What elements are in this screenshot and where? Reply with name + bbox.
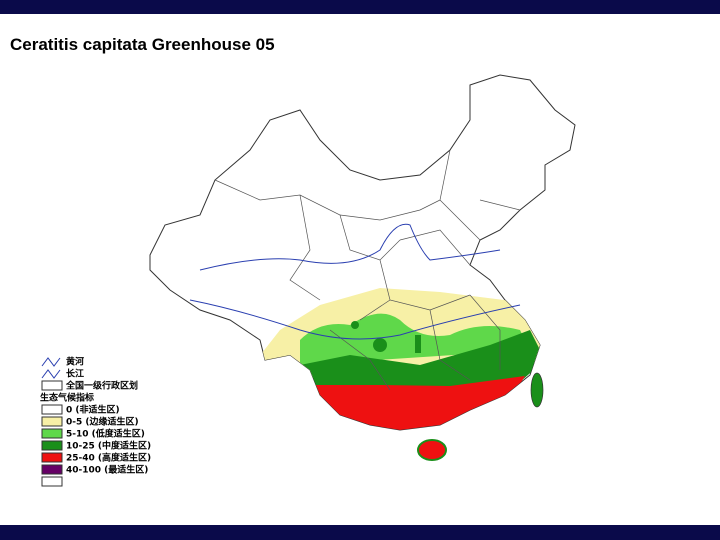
legend-swatch [41,380,63,391]
legend-label: 0 (非适生区) [66,404,120,416]
legend-label: 40-100 (最适生区) [66,464,148,476]
zone-spot [415,335,421,353]
hainan [417,439,447,461]
top-bar [0,0,720,14]
legend-swatch [41,476,63,487]
zone-spot [351,321,359,329]
legend-swatch [41,440,63,451]
legend-label: 全国一级行政区划 [65,380,138,392]
legend-label: 长江 [66,368,84,380]
zone-high [305,376,525,430]
legend-swatch [41,452,63,463]
legend-swatch [41,416,63,427]
legend-label: 25-40 (高度适生区) [66,452,151,464]
legend-river-symbol [41,357,61,367]
legend-river-symbol [41,369,61,379]
legend-label: 黄河 [66,356,84,368]
legend-label: 10-25 (中度适生区) [66,440,151,452]
legend-swatch [41,404,63,415]
legend-label: 0-5 (边缘适生区) [66,416,139,428]
legend: 黄河 长江 全国一级行政区划 生态气候指标 0 (非适生区) 0-5 (边缘适生… [40,356,151,487]
zone-spot [373,338,387,352]
map [149,74,576,461]
title: Ceratitis capitata Greenhouse 05 [10,35,275,54]
zone-moderate [300,330,545,398]
legend-swatch [41,428,63,439]
legend-heading: 生态气候指标 [40,392,94,404]
yangtze-river [189,299,521,340]
legend-label: 5-10 (低度适生区) [66,428,145,440]
province-lines [214,149,521,391]
legend-swatch [41,464,63,475]
bottom-bar [0,525,720,540]
taiwan [530,372,544,408]
yellow-river [199,223,501,271]
